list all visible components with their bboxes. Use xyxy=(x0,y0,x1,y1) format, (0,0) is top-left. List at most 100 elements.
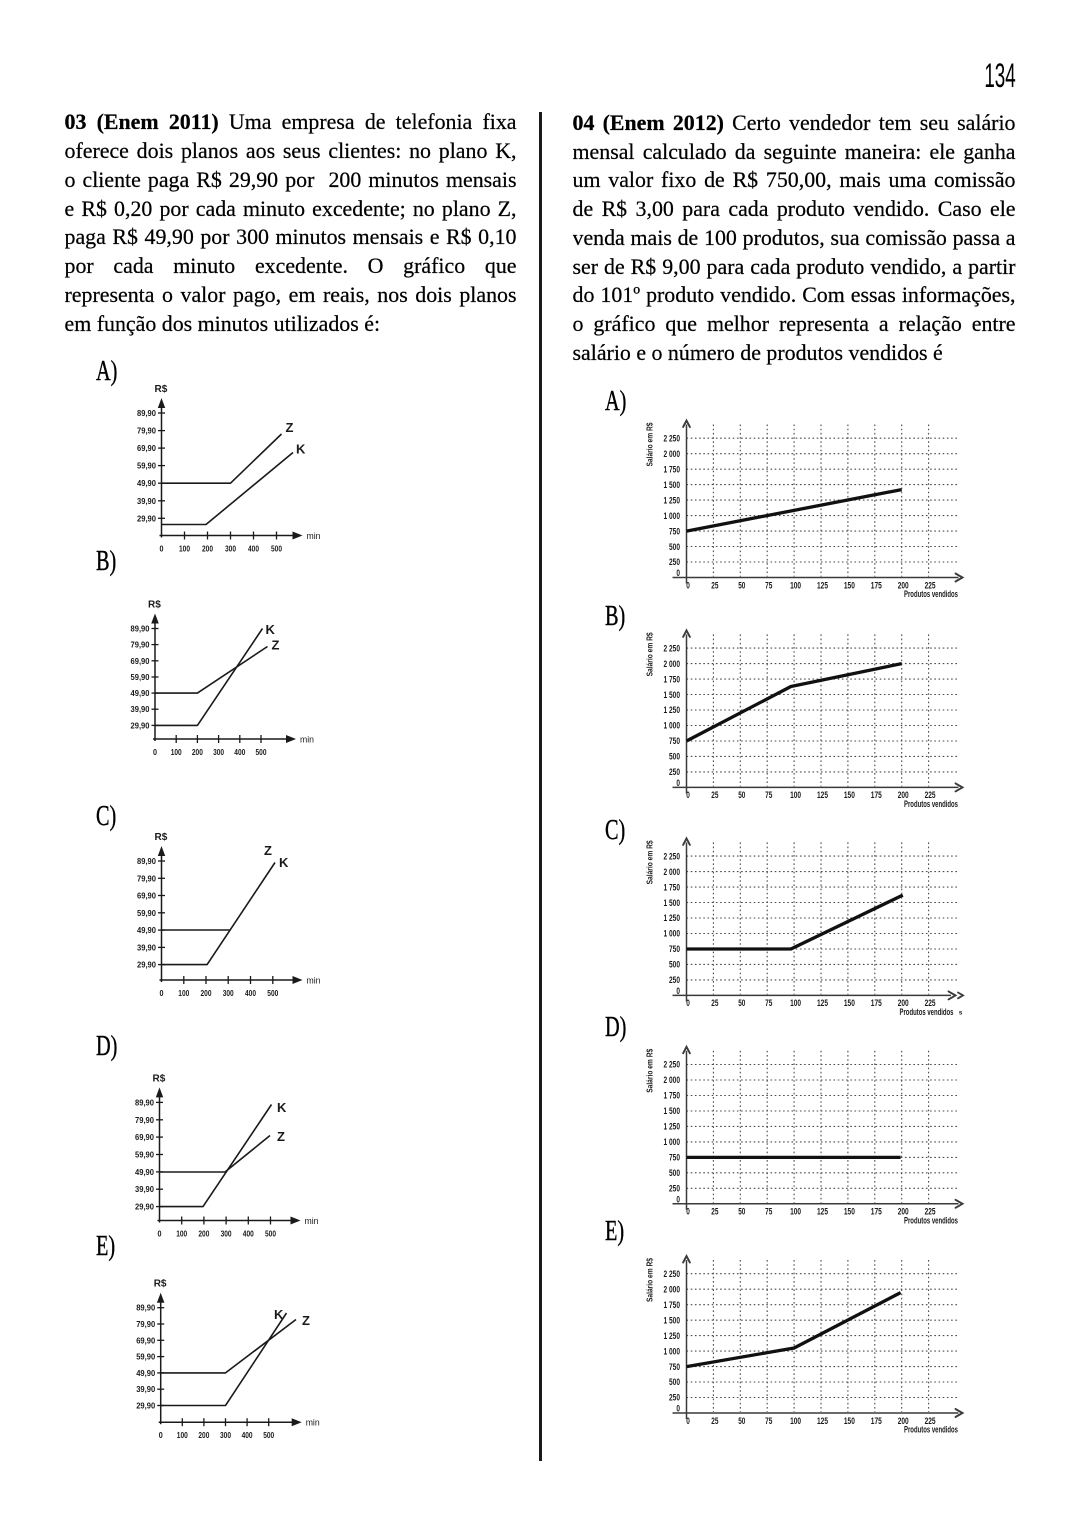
svg-text:69,90: 69,90 xyxy=(137,891,156,901)
svg-text:2 250: 2 250 xyxy=(664,851,681,861)
svg-text:100: 100 xyxy=(790,580,801,590)
svg-text:200: 200 xyxy=(898,1416,909,1426)
svg-text:500: 500 xyxy=(271,544,282,554)
svg-text:500: 500 xyxy=(669,960,680,970)
svg-text:500: 500 xyxy=(267,988,278,998)
svg-text:50: 50 xyxy=(738,580,745,590)
svg-text:175: 175 xyxy=(871,1416,882,1426)
svg-text:750: 750 xyxy=(669,1153,680,1163)
svg-text:175: 175 xyxy=(871,998,882,1008)
svg-text:25: 25 xyxy=(711,580,718,590)
svg-text:s: s xyxy=(959,1010,963,1017)
svg-text:R$: R$ xyxy=(154,1279,167,1290)
svg-text:750: 750 xyxy=(669,1362,680,1372)
svg-text:K: K xyxy=(274,1307,284,1322)
svg-text:2 000: 2 000 xyxy=(664,867,681,877)
svg-text:2 250: 2 250 xyxy=(664,643,681,653)
svg-text:69,90: 69,90 xyxy=(135,1132,154,1142)
svg-text:0: 0 xyxy=(676,568,680,578)
svg-text:50: 50 xyxy=(738,998,745,1008)
svg-text:Z: Z xyxy=(264,843,272,858)
svg-text:K: K xyxy=(279,855,289,870)
svg-text:29,90: 29,90 xyxy=(137,960,156,970)
svg-text:500: 500 xyxy=(256,747,267,757)
svg-text:1 000: 1 000 xyxy=(664,511,681,521)
svg-text:75: 75 xyxy=(765,998,772,1008)
svg-text:Z: Z xyxy=(277,1129,285,1144)
svg-text:1 750: 1 750 xyxy=(664,1091,681,1101)
svg-text:750: 750 xyxy=(669,944,680,954)
svg-text:125: 125 xyxy=(817,580,828,590)
svg-text:1 000: 1 000 xyxy=(664,1346,681,1356)
svg-text:49,90: 49,90 xyxy=(137,478,156,488)
svg-text:59,90: 59,90 xyxy=(131,672,150,682)
svg-text:1 250: 1 250 xyxy=(664,705,681,715)
svg-text:min: min xyxy=(307,976,321,987)
svg-text:1 000: 1 000 xyxy=(664,929,681,939)
svg-text:175: 175 xyxy=(871,1207,882,1217)
svg-text:100: 100 xyxy=(177,1430,188,1440)
svg-text:0: 0 xyxy=(153,747,157,757)
svg-text:min: min xyxy=(307,531,321,542)
svg-text:79,90: 79,90 xyxy=(137,426,156,436)
svg-text:1 000: 1 000 xyxy=(664,1137,681,1147)
svg-text:2 250: 2 250 xyxy=(664,1269,681,1279)
svg-text:Z: Z xyxy=(286,420,294,435)
svg-text:25: 25 xyxy=(711,998,718,1008)
svg-text:400: 400 xyxy=(248,544,259,554)
svg-text:1 250: 1 250 xyxy=(664,1122,681,1132)
svg-text:Salário em R$: Salário em R$ xyxy=(646,632,655,676)
svg-text:1 750: 1 750 xyxy=(664,1300,681,1310)
svg-text:500: 500 xyxy=(263,1430,274,1440)
svg-text:59,90: 59,90 xyxy=(137,461,156,471)
svg-text:Produtos vendidos: Produtos vendidos xyxy=(904,1215,958,1225)
svg-text:39,90: 39,90 xyxy=(131,704,150,714)
svg-text:2 000: 2 000 xyxy=(664,1284,681,1294)
svg-text:2 250: 2 250 xyxy=(664,1060,681,1070)
svg-text:25: 25 xyxy=(711,1416,718,1426)
svg-text:2 000: 2 000 xyxy=(664,659,681,669)
svg-text:R$: R$ xyxy=(155,832,168,843)
svg-text:2 000: 2 000 xyxy=(664,449,681,459)
svg-text:89,90: 89,90 xyxy=(131,624,150,634)
svg-text:K: K xyxy=(296,442,306,457)
svg-text:1 000: 1 000 xyxy=(664,721,681,731)
svg-text:Salário em R$: Salário em R$ xyxy=(646,422,655,466)
svg-text:300: 300 xyxy=(213,747,224,757)
svg-text:200: 200 xyxy=(898,998,909,1008)
svg-text:125: 125 xyxy=(817,1416,828,1426)
svg-text:Produtos vendidos: Produtos vendidos xyxy=(904,589,958,599)
svg-text:150: 150 xyxy=(844,1416,855,1426)
svg-text:79,90: 79,90 xyxy=(131,640,150,650)
svg-text:0: 0 xyxy=(159,1430,163,1440)
svg-text:250: 250 xyxy=(669,1184,680,1194)
svg-text:50: 50 xyxy=(738,1416,745,1426)
svg-text:225: 225 xyxy=(925,790,936,800)
svg-text:150: 150 xyxy=(844,1207,855,1217)
svg-text:250: 250 xyxy=(669,975,680,985)
svg-text:39,90: 39,90 xyxy=(136,1384,155,1394)
svg-text:200: 200 xyxy=(192,747,203,757)
svg-text:200: 200 xyxy=(898,1207,909,1217)
svg-text:29,90: 29,90 xyxy=(135,1202,154,1212)
svg-text:0: 0 xyxy=(676,986,680,996)
svg-text:200: 200 xyxy=(198,1229,209,1239)
svg-text:125: 125 xyxy=(817,998,828,1008)
svg-text:39,90: 39,90 xyxy=(137,496,156,506)
svg-text:125: 125 xyxy=(817,1207,828,1217)
svg-text:0: 0 xyxy=(676,778,680,788)
svg-text:100: 100 xyxy=(790,790,801,800)
svg-text:225: 225 xyxy=(925,580,936,590)
svg-text:49,90: 49,90 xyxy=(137,925,156,935)
svg-text:Z: Z xyxy=(302,1313,310,1328)
svg-text:750: 750 xyxy=(669,526,680,536)
svg-text:1 750: 1 750 xyxy=(664,464,681,474)
svg-text:0: 0 xyxy=(686,1207,690,1217)
svg-text:100: 100 xyxy=(178,988,189,998)
svg-text:500: 500 xyxy=(669,1377,680,1387)
svg-text:R$: R$ xyxy=(148,600,161,611)
svg-text:150: 150 xyxy=(844,998,855,1008)
svg-text:50: 50 xyxy=(738,790,745,800)
svg-text:Salário em R$: Salário em R$ xyxy=(646,1258,655,1302)
svg-text:89,90: 89,90 xyxy=(135,1097,154,1107)
